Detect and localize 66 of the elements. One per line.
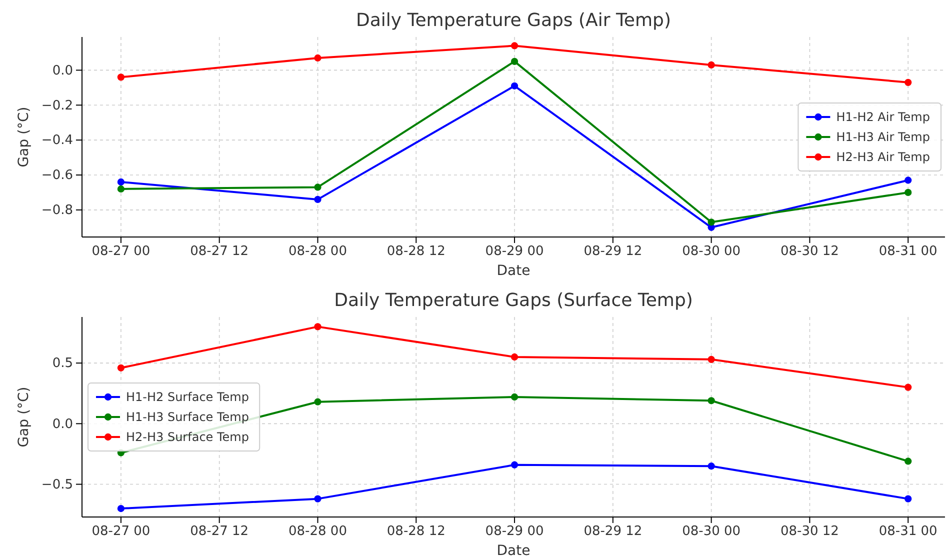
point	[708, 462, 715, 470]
point	[510, 461, 518, 468]
point	[510, 42, 518, 50]
y-tick-label: 0.5	[52, 356, 73, 372]
point	[708, 61, 715, 69]
legend-label: H1-H2 Surface Temp	[126, 390, 249, 404]
point	[117, 74, 125, 81]
x-tick-label: 08-29 12	[584, 524, 642, 540]
x-tick-label: 08-30 00	[682, 524, 741, 540]
x-tick-label: 08-27 00	[92, 244, 150, 260]
chart-title: Daily Temperature Gaps (Air Temp)	[356, 10, 671, 31]
x-tick-label: 08-28 00	[288, 524, 347, 540]
y-tick-label: 0.0	[52, 416, 73, 432]
point	[510, 393, 518, 401]
y-tick-label: −0.5	[41, 477, 73, 492]
x-axis-title: Date	[496, 263, 530, 279]
x-tick-label: 08-27 12	[190, 524, 249, 540]
x-tick-label: 08-27 00	[92, 524, 150, 540]
point	[314, 323, 322, 330]
x-tick-label: 08-28 12	[386, 244, 446, 260]
legend-label: H2-H3 Surface Temp	[126, 430, 249, 444]
x-axis-title: Date	[496, 543, 530, 559]
point	[510, 82, 518, 90]
point	[708, 397, 715, 404]
point	[314, 54, 322, 62]
point	[904, 384, 912, 391]
x-tick-label: 08-29 12	[584, 244, 642, 260]
point	[117, 504, 125, 512]
point	[510, 58, 518, 66]
point	[904, 495, 912, 502]
x-tick-label: 08-30 12	[780, 244, 839, 260]
point	[117, 364, 125, 372]
x-tick-label: 08-31 00	[878, 524, 938, 540]
y-tick-label: −0.6	[41, 168, 73, 184]
point	[314, 196, 322, 204]
legend-label: H1-H3 Air Temp	[836, 130, 930, 144]
point	[314, 495, 322, 502]
point	[708, 356, 715, 363]
y-tick-label: −0.4	[41, 133, 73, 148]
legend-label: H2-H3 Air Temp	[836, 150, 930, 164]
x-tick-label: 08-30 12	[780, 524, 839, 540]
point	[904, 458, 912, 465]
x-tick-label: 08-29 00	[485, 524, 544, 540]
x-tick-label: 08-30 00	[682, 244, 741, 260]
legend-label: H1-H2 Air Temp	[836, 110, 930, 124]
x-tick-label: 08-31 00	[878, 244, 938, 260]
point	[904, 78, 912, 86]
y-tick-label: 0.0	[52, 63, 73, 78]
point	[904, 176, 912, 184]
legend-label: H1-H3 Surface Temp	[126, 410, 249, 424]
x-tick-label: 08-28 00	[288, 244, 347, 260]
y-axis-title: Gap (°C)	[16, 106, 32, 168]
x-tick-label: 08-28 12	[386, 524, 446, 540]
x-tick-label: 08-29 00	[485, 244, 544, 260]
point	[510, 353, 518, 361]
point	[708, 218, 715, 226]
point	[904, 188, 912, 196]
y-tick-label: −0.8	[41, 203, 73, 218]
point	[117, 185, 125, 193]
point	[117, 178, 125, 186]
chart-title: Daily Temperature Gaps (Surface Temp)	[334, 290, 693, 311]
y-axis-title: Gap (°C)	[16, 386, 32, 448]
point	[314, 184, 322, 191]
point	[314, 398, 322, 406]
x-tick-label: 08-27 12	[190, 244, 249, 260]
y-tick-label: −0.2	[41, 98, 73, 114]
